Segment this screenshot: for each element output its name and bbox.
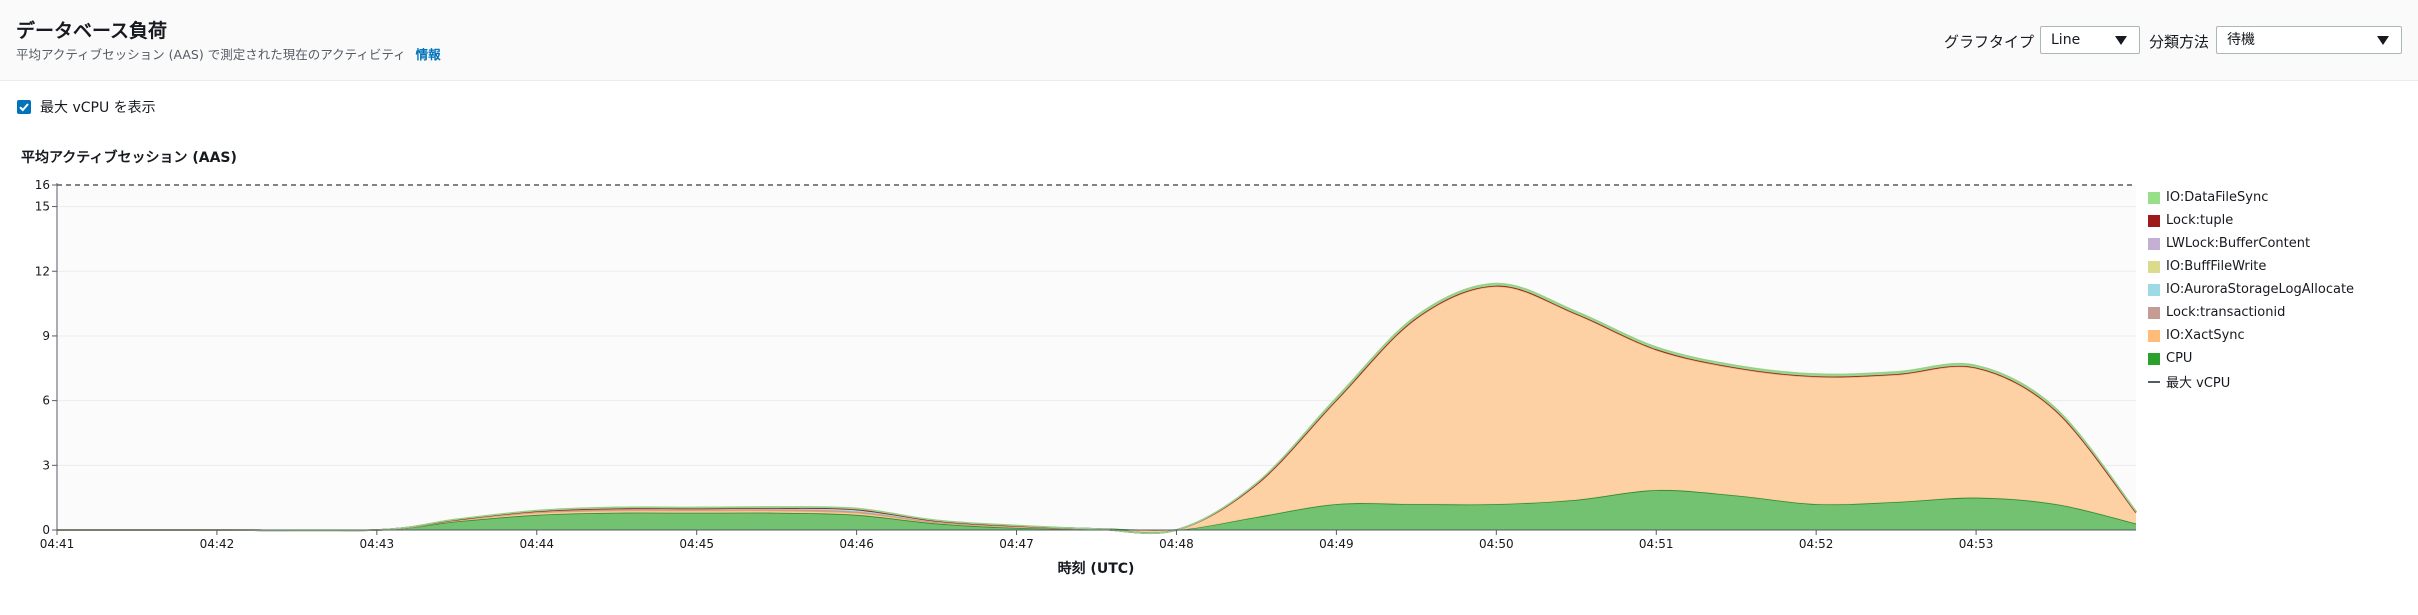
- legend-swatch: [2148, 352, 2160, 365]
- legend-item-io-datafilesync: IO:DataFileSync: [2148, 186, 2408, 209]
- x-tick-label: 04:52: [1799, 537, 1834, 551]
- legend-item-lock-transactionid: Lock:transactionid: [2148, 301, 2408, 324]
- area-cpu: [57, 490, 2136, 531]
- legend-swatch: [2148, 214, 2160, 227]
- x-tick-label: 04:42: [200, 537, 235, 551]
- group-by-select[interactable]: 待機: [2216, 26, 2402, 54]
- legend-label: IO:XactSync: [2166, 328, 2245, 343]
- legend-label: IO:DataFileSync: [2166, 190, 2269, 205]
- x-tick-label: 04:48: [1159, 537, 1194, 551]
- aas-chart: 0 3 6 9 12 15 16 04:41 04:42 04:43 04:44 04:45 04:46…: [21, 149, 2137, 577]
- y-tick-label: 16: [35, 178, 50, 192]
- page-title: データベース負荷: [16, 20, 168, 42]
- y-tick-label: 9: [42, 329, 50, 343]
- series-line-io-datafilesync: [57, 282, 2137, 535]
- group-by-label: 分類方法: [2149, 33, 2210, 51]
- legend-swatch: [2148, 237, 2160, 250]
- panel-header: データベース負荷 平均アクティブセッション (AAS) で測定された現在のアクテ…: [0, 0, 2418, 81]
- y-tick-label: 15: [35, 200, 50, 214]
- legend-label: Lock:transactionid: [2166, 305, 2286, 320]
- chart-legend: IO:DataFileSync Lock:tuple LWLock:BufferCo…: [2148, 186, 2408, 393]
- legend-item-cpu: CPU: [2148, 347, 2408, 370]
- legend-item-lwlock-buffercontent: LWLock:BufferContent: [2148, 232, 2408, 255]
- check-icon: [19, 103, 29, 112]
- x-tick-label: 04:47: [999, 537, 1034, 551]
- graph-type-select[interactable]: Line: [2040, 26, 2140, 54]
- legend-swatch: [2148, 329, 2160, 342]
- x-tick-label: 04:50: [1479, 537, 1514, 551]
- legend-swatch: [2148, 260, 2160, 273]
- legend-item-io-xactsync: IO:XactSync: [2148, 324, 2408, 347]
- legend-label: 最大 vCPU: [2166, 376, 2231, 391]
- x-tick-label: 04:51: [1639, 537, 1674, 551]
- legend-dash: [2148, 380, 2160, 383]
- chevron-down-icon: [2377, 36, 2389, 45]
- legend-swatch: [2148, 306, 2160, 319]
- area-io-xactsync: [57, 286, 2136, 534]
- legend-item-lock-tuple: Lock:tuple: [2148, 209, 2408, 232]
- legend-item-max-vcpu: 最大 vCPU: [2148, 370, 2408, 393]
- legend-swatch: [2148, 191, 2160, 204]
- graph-type-value: Line: [2051, 32, 2081, 48]
- x-tick-label: 04:49: [1319, 537, 1354, 551]
- chart-title: 平均アクティブセッション (AAS): [21, 149, 237, 166]
- legend-item-io-bufffilewrite: IO:BuffFileWrite: [2148, 255, 2408, 278]
- x-tick-label: 04:44: [519, 537, 554, 551]
- graph-type-label: グラフタイプ: [1944, 33, 2035, 51]
- x-tick-label: 04:46: [839, 537, 874, 551]
- x-tick-label: 04:41: [40, 537, 75, 551]
- x-tick-label: 04:53: [1959, 537, 1994, 551]
- legend-label: IO:AuroraStorageLogAllocate: [2166, 282, 2355, 297]
- legend-label: IO:BuffFileWrite: [2166, 259, 2267, 274]
- legend-label: Lock:tuple: [2166, 213, 2234, 228]
- legend-swatch: [2148, 283, 2160, 296]
- page-subtitle: 平均アクティブセッション (AAS) で測定された現在のアクティビティ 情報: [16, 44, 441, 63]
- show-max-vcpu-toggle[interactable]: 最大 vCPU を表示: [17, 98, 156, 116]
- x-tick-label: 04:43: [360, 537, 395, 551]
- show-max-vcpu-label: 最大 vCPU を表示: [40, 100, 156, 116]
- legend-label: LWLock:BufferContent: [2166, 236, 2311, 251]
- subtitle-text: 平均アクティブセッション (AAS) で測定された現在のアクティビティ: [16, 47, 406, 62]
- series-line-cpu: [57, 489, 2137, 532]
- x-axis-title: 時刻 (UTC): [1058, 560, 1135, 577]
- chevron-down-icon: [2115, 36, 2127, 45]
- legend-label: CPU: [2166, 351, 2193, 366]
- y-tick-label: 0: [42, 523, 50, 537]
- x-tick-label: 04:45: [679, 537, 714, 551]
- legend-item-io-aurorastoragelogallocate: IO:AuroraStorageLogAllocate: [2148, 278, 2408, 301]
- y-tick-label: 3: [42, 458, 50, 472]
- y-tick-label: 12: [35, 264, 50, 278]
- info-link[interactable]: 情報: [415, 47, 441, 62]
- y-tick-label: 6: [42, 394, 50, 408]
- group-by-value: 待機: [2227, 32, 2255, 48]
- show-max-vcpu-checkbox[interactable]: [17, 100, 31, 114]
